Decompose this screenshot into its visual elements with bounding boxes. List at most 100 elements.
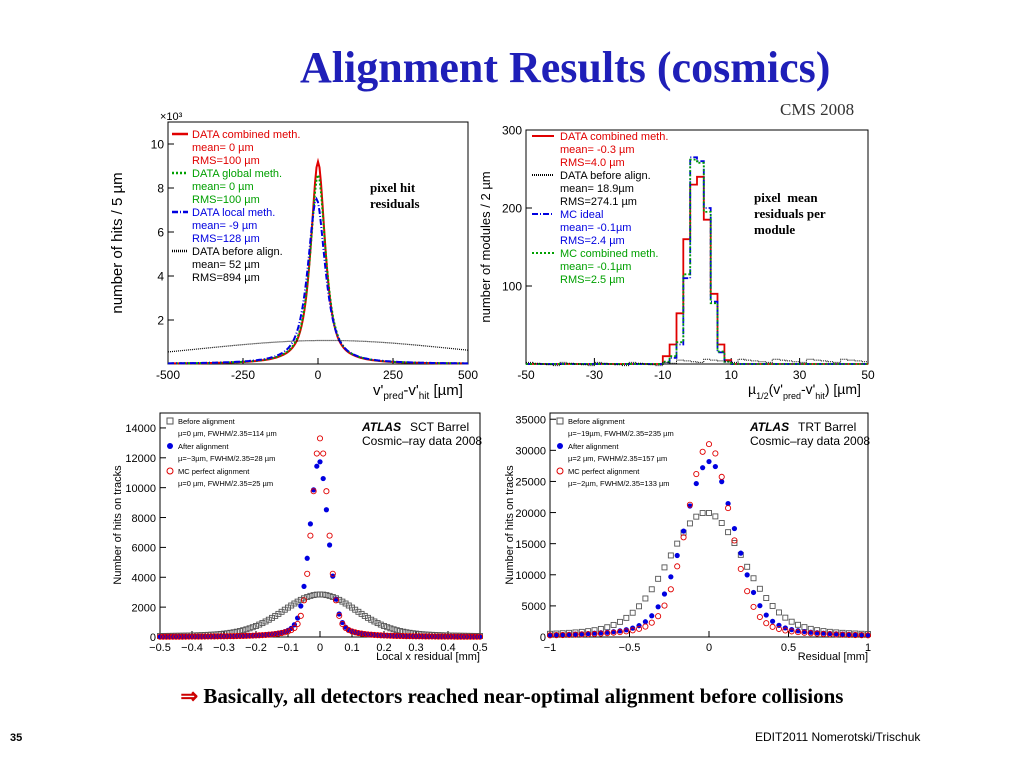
point-after [744, 572, 750, 578]
y-tick-label: 8 [157, 182, 164, 196]
point-mc [441, 633, 448, 640]
chart-cms-pixel-mean: -50 -30 -10 10 30 50 100 200 300 number of module… [478, 108, 878, 404]
point-mc [693, 470, 700, 478]
point-before [368, 616, 375, 623]
point-mc [230, 633, 237, 640]
point-mc [642, 623, 649, 630]
point-before [249, 624, 256, 631]
legend-label: DATA local meth. [192, 207, 275, 219]
point-after [738, 550, 744, 556]
x-tick-label: -10 [654, 368, 672, 382]
chart-svg: -50 -30 -10 10 30 50 100 200 300 number of module… [478, 124, 875, 401]
point-mc [467, 633, 474, 640]
point-mc [712, 450, 719, 457]
point-mc [320, 450, 327, 457]
point-after [661, 591, 668, 597]
point-after [757, 603, 763, 609]
point-after [320, 475, 326, 482]
point-mc [422, 633, 429, 640]
point-before [259, 620, 266, 627]
point-mc [236, 632, 244, 640]
point-mc [814, 630, 821, 637]
point-before [313, 591, 320, 598]
point-before [339, 598, 346, 605]
point-mc [329, 570, 336, 577]
point-mc [406, 633, 413, 640]
note-line: residuals [370, 196, 420, 211]
legend-label: MC ideal [560, 209, 603, 221]
point-before [744, 563, 751, 570]
point-mc [686, 501, 693, 508]
point-mc [648, 619, 655, 626]
point-mc [451, 633, 458, 640]
point-mc [432, 633, 439, 640]
legend-stat: µ=2 µm, FWHM/2.35=157 µm [568, 454, 667, 463]
point-after [852, 631, 858, 638]
point-before [648, 586, 655, 593]
point-mc [616, 629, 624, 636]
x-tick-label: −0.4 [181, 642, 203, 654]
point-mc [667, 586, 674, 593]
point-after [301, 583, 307, 590]
point-after [712, 463, 718, 470]
y-exponent: ×10³ [160, 111, 183, 123]
point-before [642, 595, 649, 602]
x-tick-label: −0.3 [213, 642, 235, 654]
point-mc [348, 628, 356, 635]
arrow-icon: ⇒ [180, 684, 199, 708]
legend-marker [166, 417, 174, 425]
x-tick-label: 0.4 [440, 642, 455, 654]
point-mc [336, 612, 343, 619]
point-mc [839, 631, 846, 638]
point-mc [214, 633, 221, 640]
y-tick-label: 10000 [515, 570, 546, 582]
point-before [623, 614, 630, 621]
point-mc [858, 632, 865, 639]
point-before [374, 620, 381, 627]
point-after [668, 574, 674, 580]
point-mc [310, 488, 317, 495]
point-mc [731, 537, 738, 544]
point-before [371, 618, 378, 625]
point-after [336, 611, 342, 617]
point-mc [737, 565, 744, 573]
chart-svg: -500 -250 0 250 500 2 4 6 8 10 ×10³ number of hits … [109, 111, 478, 402]
point-before [776, 609, 782, 616]
y-tick-label: 20000 [515, 508, 546, 520]
y-axis-label: number of hits / 5 µm [109, 172, 126, 313]
point-before [377, 621, 384, 628]
chart-subtitle: Cosmic–ray data 2008 [362, 434, 482, 448]
x-tick-label: −1 [544, 642, 557, 654]
point-after [327, 542, 333, 548]
point-mc [788, 628, 795, 635]
point-mc [416, 633, 423, 640]
point-before [693, 513, 700, 520]
point-mc [368, 631, 375, 638]
point-before [617, 618, 623, 625]
point-mc [435, 633, 442, 640]
point-before [393, 627, 400, 634]
point-before [246, 625, 253, 632]
point-mc [655, 613, 662, 620]
point-mc [820, 630, 827, 637]
point-before [317, 591, 323, 598]
point-mc [227, 633, 234, 640]
x-tick-label: 250 [383, 368, 403, 382]
point-mc [578, 631, 585, 638]
x-tick-label: −0.5 [149, 642, 171, 654]
point-before [288, 602, 295, 609]
x-axis-label: v'pred-v'hit [µm] [373, 382, 463, 402]
point-mc [744, 588, 751, 595]
y-tick-label: 10000 [125, 483, 156, 495]
point-mc [358, 630, 365, 637]
point-mc [750, 603, 757, 610]
point-after [700, 465, 706, 471]
slide-title: Alignment Results (cosmics) [300, 43, 831, 92]
x-axis-label: µ1/2(v'pred-v'hit) [µm] [748, 381, 861, 401]
point-before [801, 624, 808, 631]
legend-marker [556, 417, 564, 425]
point-mc [192, 633, 199, 640]
point-after [706, 458, 712, 465]
point-mc [572, 631, 579, 638]
point-mc [756, 613, 763, 621]
